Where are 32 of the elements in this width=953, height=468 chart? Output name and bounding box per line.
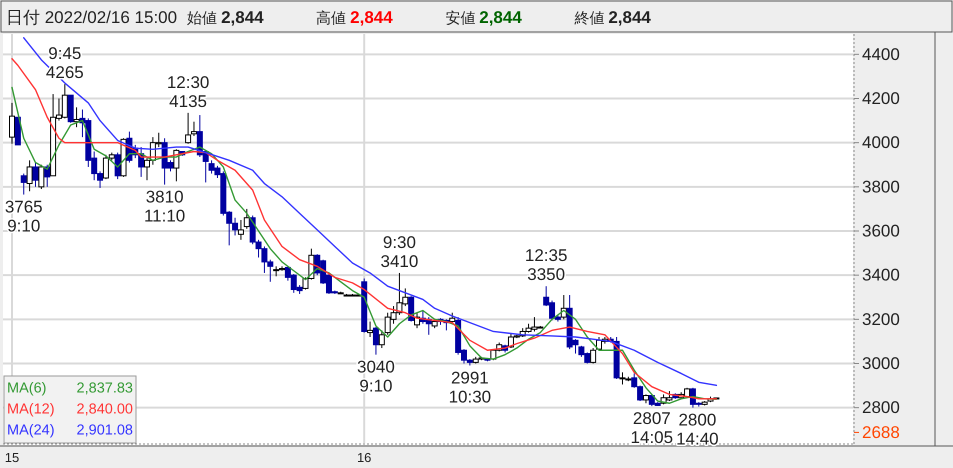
- x-tick-label: 15: [4, 450, 20, 465]
- text: 始値 2,844: [187, 8, 264, 27]
- annotation: 2,837.83: [76, 380, 133, 396]
- annotation: 2800 14:40: [676, 410, 719, 449]
- y-tick-label: 2688: [862, 422, 900, 442]
- annotation: 3040 9:10: [357, 358, 395, 396]
- y-tick-label: 4000: [862, 133, 900, 152]
- text: 安値 2,844: [445, 8, 522, 27]
- annotation: 3810 11:10: [144, 188, 186, 226]
- y-tick-label: 2800: [862, 398, 900, 418]
- text: 高値 2,844: [316, 8, 394, 27]
- text: MA(12): [7, 402, 55, 418]
- y-tick-label: 4400: [862, 44, 900, 64]
- chart-title: 日付 2022/02/16 15:00: [6, 8, 178, 27]
- y-tick-label: 3000: [862, 354, 900, 373]
- text: MA(24): [7, 422, 55, 438]
- annotation: 2,840.00: [76, 402, 133, 418]
- y-tick-label: 3800: [862, 177, 900, 196]
- annotation: 9:30 3410: [380, 232, 418, 271]
- annotation: 2,901.08: [76, 422, 133, 438]
- annotation: 12:30 4135: [166, 72, 210, 111]
- y-tick-label: 3200: [862, 310, 900, 329]
- y-tick-label: 3400: [862, 266, 900, 285]
- annotation: 2807 14:05: [630, 409, 674, 448]
- annotation: 2991 10:30: [448, 368, 492, 406]
- annotation: 12:35 3350: [524, 246, 568, 284]
- x-tick-label: 16: [356, 450, 372, 465]
- text: MA(6): [7, 380, 46, 396]
- y-tick-label: 4200: [862, 88, 900, 108]
- y-tick-label: 3600: [862, 222, 900, 240]
- text: 終値 2,844: [573, 8, 652, 27]
- annotation: 3765 9:10: [4, 198, 43, 236]
